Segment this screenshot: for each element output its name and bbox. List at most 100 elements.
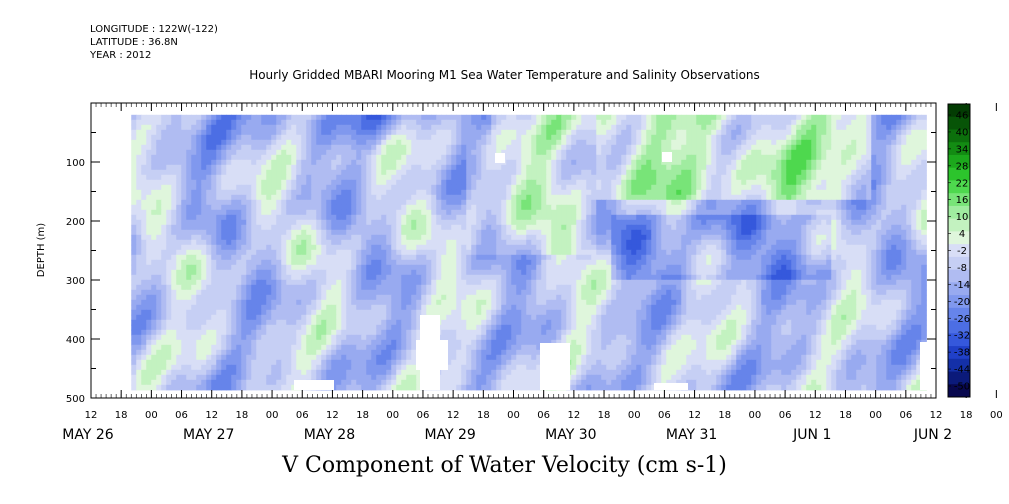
heatmap-cell (891, 224, 897, 231)
heatmap-cell (336, 224, 342, 231)
heatmap-cell (716, 239, 722, 246)
heatmap-cell (606, 194, 612, 201)
heatmap-cell (356, 204, 362, 211)
heatmap-cell (571, 209, 577, 216)
heatmap-cell (741, 184, 747, 191)
heatmap-cell (321, 119, 327, 126)
heatmap-cell (786, 164, 792, 171)
heatmap-cell (666, 164, 672, 171)
heatmap-cell (436, 164, 442, 171)
heatmap-cell (346, 249, 352, 256)
heatmap-cell (471, 209, 477, 216)
heatmap-cell (561, 134, 567, 141)
heatmap-cell (641, 149, 647, 156)
heatmap-cell (516, 189, 522, 196)
heatmap-cell (386, 259, 392, 266)
heatmap-cell (186, 159, 192, 166)
heatmap-cell (636, 214, 642, 221)
heatmap-cell (291, 259, 297, 266)
heatmap-cell (486, 199, 492, 206)
heatmap-cell (341, 134, 347, 141)
heatmap-cell (476, 184, 482, 191)
heatmap-cell (426, 114, 432, 121)
heatmap-cell (586, 259, 592, 266)
heatmap-cell (276, 219, 282, 226)
heatmap-cell (496, 209, 502, 216)
heatmap-cell (511, 159, 517, 166)
heatmap-cell (691, 144, 697, 151)
heatmap-cell (206, 184, 212, 191)
heatmap-cell (131, 199, 137, 206)
heatmap-cell (786, 214, 792, 221)
heatmap-cell (611, 249, 617, 256)
heatmap-cell (801, 224, 807, 231)
heatmap-cell (536, 264, 542, 271)
heatmap-cell (261, 189, 267, 196)
heatmap-cell (401, 259, 407, 266)
heatmap-cell (616, 129, 622, 136)
heatmap-cell (551, 244, 557, 251)
heatmap-cell (441, 144, 447, 151)
heatmap-cell (656, 154, 662, 161)
heatmap-cell (346, 174, 352, 181)
heatmap-cell (441, 259, 447, 266)
heatmap-cell (781, 219, 787, 226)
heatmap-cell (371, 269, 377, 276)
heatmap-cell (906, 184, 912, 191)
heatmap-cell (676, 159, 682, 166)
heatmap-cell (381, 174, 387, 181)
heatmap-cell (576, 164, 582, 171)
heatmap-cell (821, 164, 827, 171)
heatmap-cell (786, 224, 792, 231)
heatmap-cell (406, 179, 412, 186)
heatmap-cell (796, 179, 802, 186)
heatmap-cell (546, 169, 552, 176)
heatmap-cell (526, 154, 532, 161)
heatmap-cell (636, 234, 642, 241)
heatmap-cell (446, 254, 452, 261)
heatmap-cell (771, 189, 777, 196)
heatmap-cell (641, 259, 647, 266)
heatmap-cell (481, 149, 487, 156)
heatmap-cell (256, 269, 262, 276)
heatmap-cell (171, 229, 177, 236)
heatmap-cell (336, 114, 342, 121)
heatmap-cell (626, 179, 632, 186)
heatmap-cell (271, 144, 277, 151)
heatmap-cell (896, 114, 902, 121)
heatmap-cell (431, 214, 437, 221)
heatmap-cell (366, 269, 372, 276)
heatmap-cell (476, 234, 482, 241)
heatmap-cell (471, 174, 477, 181)
heatmap-cell (471, 114, 477, 121)
heatmap-cell (226, 239, 232, 246)
heatmap-cell (566, 159, 572, 166)
heatmap-cell (681, 139, 687, 146)
heatmap-cell (731, 114, 737, 121)
heatmap-cell (396, 164, 402, 171)
heatmap-cell (646, 159, 652, 166)
heatmap-cell (446, 264, 452, 271)
heatmap-cell (431, 254, 437, 261)
heatmap-cell (161, 259, 167, 266)
heatmap-cell (256, 219, 262, 226)
heatmap-cell (606, 209, 612, 216)
heatmap-cell (626, 154, 632, 161)
heatmap-cell (856, 114, 862, 121)
heatmap-cell (916, 259, 922, 266)
heatmap-cell (396, 259, 402, 266)
heatmap-cell (776, 194, 782, 201)
heatmap-cell (156, 129, 162, 136)
heatmap-cell (881, 179, 887, 186)
heatmap-cell (891, 149, 897, 156)
heatmap-cell (851, 159, 857, 166)
heatmap-cell (351, 249, 357, 256)
heatmap-cell (131, 154, 137, 161)
heatmap-cell (431, 179, 437, 186)
heatmap-cell (891, 209, 897, 216)
heatmap-cell (366, 239, 372, 246)
heatmap-cell (831, 254, 837, 261)
heatmap-cell (741, 194, 747, 201)
heatmap-cell (781, 169, 787, 176)
heatmap-cell (796, 134, 802, 141)
